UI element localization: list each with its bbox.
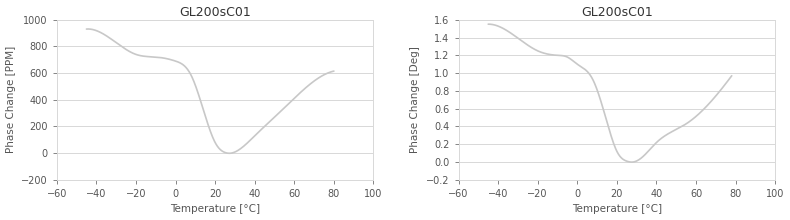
X-axis label: Temperature [°C]: Temperature [°C] <box>572 204 662 214</box>
Title: GL200sC01: GL200sC01 <box>581 6 653 18</box>
Y-axis label: Phase Change [PPM]: Phase Change [PPM] <box>6 46 16 153</box>
Title: GL200sC01: GL200sC01 <box>179 6 251 18</box>
X-axis label: Temperature [°C]: Temperature [°C] <box>170 204 260 214</box>
Y-axis label: Phase Change [Deg]: Phase Change [Deg] <box>411 46 420 153</box>
